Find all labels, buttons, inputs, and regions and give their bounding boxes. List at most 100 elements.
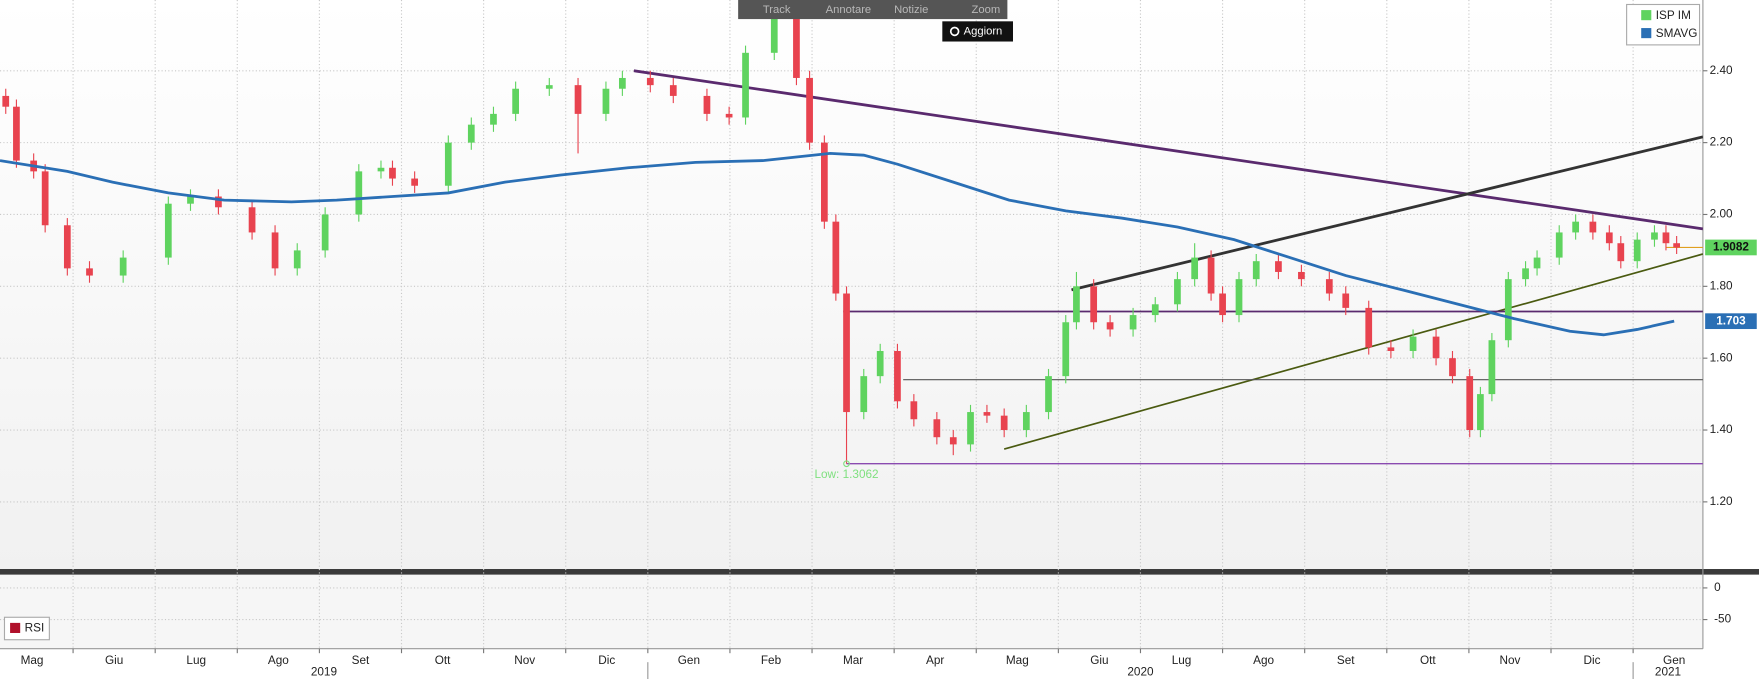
candle-body [860,376,868,413]
candle-body [820,142,828,222]
candle-body [1387,347,1395,351]
x-tick-label: Giu [1090,654,1108,667]
candle-body [355,171,363,215]
candle-body [119,257,127,276]
legend-label: ISP IM [1656,9,1691,22]
candle-body [1662,232,1670,244]
candle-body [725,113,733,118]
x-tick-label: Gen [678,654,700,667]
axes: 1.20 1.40 1.60 1.80 2.00 2.20 2.40 0 -50 Mag Giu Lu… [21,64,1757,679]
candle-body [1106,322,1114,330]
candle-body [1000,415,1008,431]
candle-body [1673,243,1681,248]
candle-body [545,85,553,89]
x-tick-label: Lug [1172,654,1192,667]
x-tick-label: Gen [1663,654,1685,667]
legend-swatch [1641,28,1652,39]
x-tick-label: Apr [926,654,944,667]
x-tick-label: Lug [186,654,206,667]
candle-body [1022,412,1030,431]
x-tick-label: Ott [435,654,451,667]
legend-swatch [10,622,21,633]
grid [0,0,1703,649]
candle-body [1589,221,1597,233]
rsi-legend: RSI [3,616,50,641]
candle-body [490,113,497,125]
candle-body [742,52,749,118]
year-label: 2020 [1127,665,1154,678]
x-tick-label: Mag [1006,654,1029,667]
candle-body [1062,322,1070,377]
legend: ISP IM SMAVG [1626,3,1701,46]
candle-body [1409,336,1417,351]
candle-body [389,167,396,179]
x-tick-label: Mag [21,654,44,667]
x-tick-label: Mar [843,654,863,667]
candle-body [793,16,800,78]
x-tick-label: Ago [268,654,289,667]
refresh-button[interactable] [942,21,1013,42]
candle-body [1207,257,1215,294]
candle-body [1617,243,1625,262]
candle-body [164,203,172,258]
candle-body [13,106,20,161]
candle-body [1151,304,1159,316]
candle-body [1342,293,1350,308]
y-tick-label: 1.60 [1710,351,1733,364]
toolbar-item[interactable]: Zoom [971,4,1000,16]
candle-body [1174,279,1181,305]
candle-body [770,16,778,53]
panel-separator [0,569,1759,575]
candle-body [574,85,582,114]
refresh-icon [949,26,960,37]
candle-body [1533,257,1541,269]
price-label-box [1705,239,1757,256]
candle-body [602,88,610,114]
legend-box [1626,3,1701,46]
candle-body [933,419,941,438]
price-label: 1.703 [1716,314,1746,327]
candle-body [894,350,901,402]
candle-body [949,437,957,445]
y-tick-label: 2.00 [1710,208,1733,221]
candle-body [1045,376,1052,413]
candle-body [1522,268,1529,280]
candle-body [187,196,194,204]
candle-body [1504,279,1512,341]
price-plot [0,2,1703,468]
candle-body [1252,261,1260,280]
toolbar-item[interactable]: Notizie [894,4,928,16]
toolbar-item[interactable]: Track [763,4,791,16]
candle-body [41,171,49,226]
price-label-box [1705,313,1757,330]
y-tick-label: 1.20 [1710,495,1733,508]
toolbar-item[interactable]: Annotare [826,4,872,16]
candle-body [215,196,222,208]
x-tick-label: Ago [1253,654,1274,667]
candle-body [832,221,840,294]
candle-body [63,225,71,269]
candle-body [1090,286,1098,323]
candle-body [1555,232,1563,258]
candle-body [1466,376,1474,431]
x-tick-label: Dic [598,654,615,667]
candle-body [619,77,626,89]
candle-body [1073,286,1080,323]
y-tick-label: -50 [1714,613,1731,626]
price-label: 1.9082 [1713,241,1749,254]
candle-body [1477,394,1484,431]
candle-body [377,167,385,172]
toolbar-bg [738,0,1008,20]
candle-body [1651,232,1658,240]
candle-body [444,142,452,186]
trend-line [1003,253,1703,450]
low-marker [843,460,850,468]
candle-body [806,77,813,143]
candle-body [1235,279,1243,316]
refresh-label[interactable]: Aggiorn [964,25,1003,37]
candle-body [271,232,279,269]
candle-body [1488,340,1496,395]
x-tick-label: Ott [1420,654,1436,667]
rsi-plot-area [0,574,1703,649]
